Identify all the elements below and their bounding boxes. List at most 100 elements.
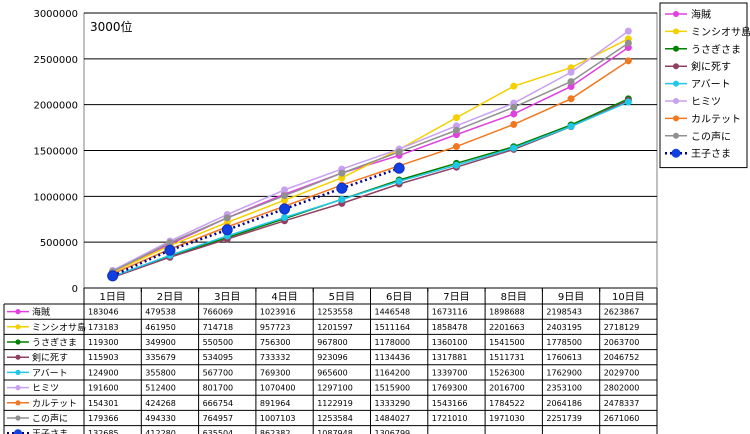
table-cell: 1484027 — [375, 414, 411, 423]
data-point — [567, 122, 575, 130]
table-cell: 2201663 — [489, 323, 525, 332]
table-cell: 1134436 — [375, 353, 411, 362]
table-row: 剣に死す 115903 335679 534095 733332 923096 113443… — [7, 353, 639, 364]
table-cell: 2403195 — [546, 323, 582, 332]
table-cell: 191600 — [88, 384, 119, 393]
legend-marker — [673, 11, 679, 17]
table-cell: 1515900 — [375, 384, 411, 393]
table-cell: 335679 — [145, 353, 176, 362]
table-cell: 1122919 — [317, 399, 353, 408]
table-cell: 764957 — [203, 414, 234, 423]
data-point — [279, 203, 291, 215]
table-cell: 1858478 — [432, 323, 468, 332]
legend-item: 剣に死す — [665, 61, 731, 73]
table-cell: 1673116 — [432, 308, 468, 317]
table-cell: 2016700 — [489, 384, 525, 393]
table-cell: 1769300 — [432, 384, 468, 393]
table-row: アバート 124900 355800 567700 769300 965600 116420… — [7, 368, 639, 379]
table-cell: 1971030 — [489, 414, 525, 423]
table-row-label: 剣に死す — [32, 353, 68, 364]
legend-label: 海賊 — [691, 8, 711, 21]
table-row-label: 王子さま — [32, 429, 68, 434]
table-cell: 355800 — [145, 368, 176, 377]
x-tick-label: 2日目 — [157, 292, 183, 303]
table-cell: 1333290 — [375, 399, 411, 408]
series-line — [112, 38, 629, 273]
legend-label: カルテット — [691, 113, 741, 125]
table-cell: 183046 — [88, 308, 119, 317]
series-この声に — [109, 39, 632, 276]
data-point — [281, 213, 289, 221]
table-cell: 124900 — [88, 368, 119, 377]
y-tick-label: 500000 — [40, 238, 78, 249]
data-point — [164, 244, 176, 256]
table-cell: 1721010 — [432, 414, 468, 423]
table-cell: 154301 — [88, 399, 119, 408]
data-point — [567, 78, 575, 86]
data-point — [395, 177, 403, 185]
legend-item: 王子さま — [665, 148, 731, 160]
table-cell: 923096 — [317, 353, 348, 362]
table-cell: 349900 — [145, 338, 176, 347]
table-row-label: この声に — [32, 413, 68, 425]
table-cell: 967800 — [317, 338, 348, 347]
legend-label: ヒミツ — [691, 96, 721, 108]
table-cell: 1339700 — [432, 368, 468, 377]
table-cell: 461950 — [145, 323, 176, 332]
data-point — [510, 82, 518, 90]
table-cell: 494330 — [145, 414, 176, 423]
table-row-label: うさぎさま — [32, 337, 77, 349]
chart-annotation: 3000位 — [90, 19, 133, 34]
data-point — [452, 126, 460, 134]
table-cell: 2623867 — [604, 308, 640, 317]
legend-item: この声に — [665, 130, 731, 143]
table-cell: 801700 — [203, 384, 234, 393]
table-row-marker — [15, 385, 21, 391]
series-line — [112, 42, 629, 273]
plot-area: 0 500000 1000000 1500000 2000000 2500000 30000… — [33, 9, 658, 295]
series-line — [112, 30, 629, 272]
x-tick-label: 5日目 — [329, 292, 355, 303]
data-point — [624, 39, 632, 47]
legend-marker — [673, 132, 679, 139]
legend-item: ヒミツ — [665, 96, 721, 108]
table-cell: 2198543 — [546, 308, 582, 317]
table-cell: 1511731 — [489, 353, 525, 362]
x-tick-label: 6日目 — [386, 292, 412, 303]
table-row-marker — [15, 400, 21, 406]
legend-label: この声に — [691, 130, 731, 143]
table-row: ミンシオサ島 173183 461950 714718 957723 1201597 151… — [7, 321, 639, 333]
table-cell: 733332 — [260, 353, 291, 362]
table-cell: 1253584 — [317, 414, 353, 423]
data-point — [395, 148, 403, 156]
table-cell: 1178000 — [375, 338, 411, 347]
y-tick-label: 0 — [72, 284, 78, 295]
table-cell: 769300 — [260, 368, 291, 377]
table-cell: 891964 — [260, 399, 291, 408]
data-point — [338, 169, 346, 177]
table-row-marker — [15, 354, 21, 360]
table-cell: 2251739 — [546, 414, 582, 423]
table-cell: 1007103 — [260, 414, 296, 423]
table-cell: 424268 — [145, 399, 176, 408]
table-row-marker — [15, 309, 21, 315]
table-row: カルテット 154301 424268 666754 891964 1122919 1333… — [7, 398, 639, 409]
table-row-label: ヒミツ — [32, 383, 59, 394]
table-cell: 534095 — [203, 353, 234, 362]
table-cell: 1164200 — [375, 368, 411, 377]
table-cell: 1253558 — [317, 308, 353, 317]
table-cell: 1087948 — [317, 429, 353, 434]
legend-marker — [673, 115, 679, 122]
legend-label: ミンシオサ島 — [691, 25, 750, 38]
series-line — [112, 60, 629, 275]
table-row: この声に 179366 494330 764957 1007103 1253584 1484… — [7, 413, 639, 425]
table-cell: 666754 — [203, 399, 234, 408]
legend-item: アバート — [665, 79, 731, 91]
table-cell: 1526300 — [489, 368, 525, 377]
table-cell: 1784522 — [489, 399, 525, 408]
data-point — [624, 27, 632, 35]
series-line — [112, 101, 629, 278]
legend-label: アバート — [691, 79, 731, 91]
